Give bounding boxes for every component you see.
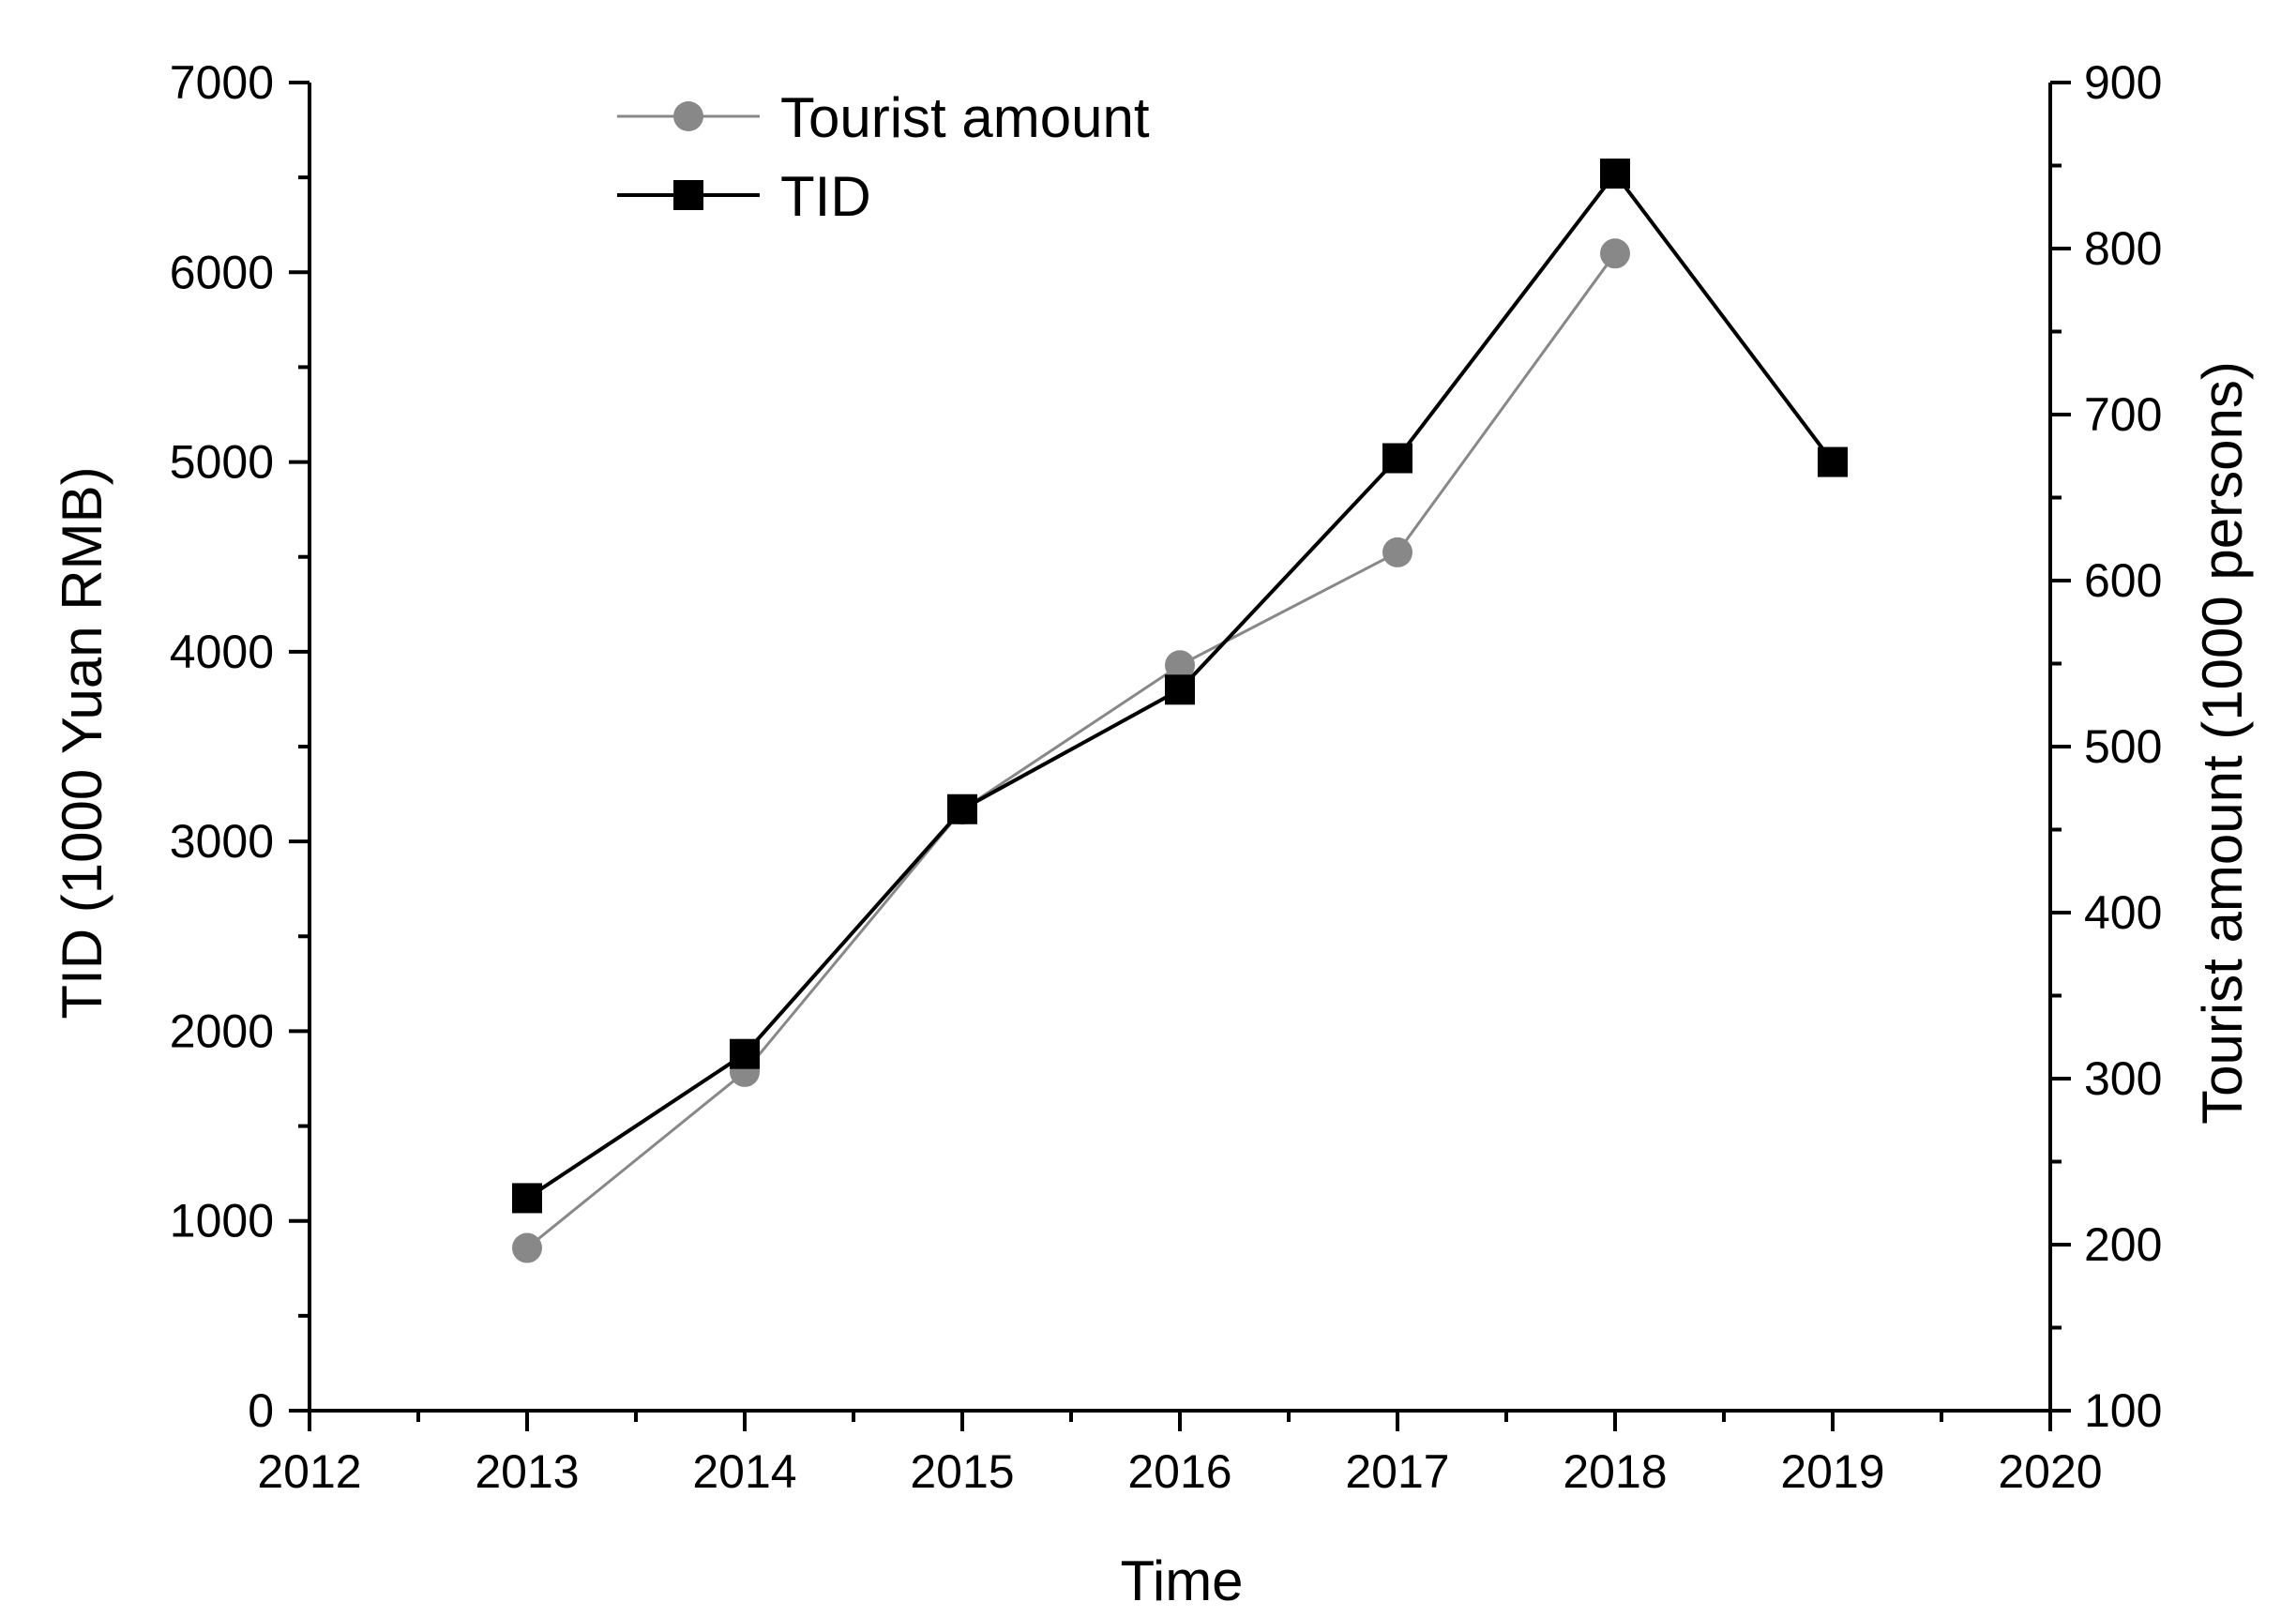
x-axis-title: Time xyxy=(1120,1549,1243,1612)
right-y-tick-label: 100 xyxy=(2084,1384,2162,1437)
x-tick-label: 2013 xyxy=(475,1445,579,1498)
left-y-tick-label: 7000 xyxy=(170,56,274,109)
plot-lines xyxy=(525,170,1835,1249)
data-point-tid xyxy=(1600,159,1630,189)
left-y-tick-label: 3000 xyxy=(170,815,274,868)
plot-marks xyxy=(512,159,1848,1263)
left-y-tick-label: 4000 xyxy=(170,626,274,678)
axes: 2012 2013 2014 2015 2016 2017 2018 2019 2020 0 100… xyxy=(170,56,2163,1498)
legend-marker-tid xyxy=(673,180,703,210)
data-point-tid xyxy=(512,1183,542,1214)
right-y-tick-label: 900 xyxy=(2084,56,2162,109)
data-point-tid xyxy=(1165,674,1195,705)
right-y-tick-label: 600 xyxy=(2084,554,2162,607)
right-y-tick-label: 400 xyxy=(2084,886,2162,939)
legend-label-tourist-amount: Tourist amount xyxy=(780,86,1150,149)
left-y-tick-label: 6000 xyxy=(170,246,274,298)
legend: Tourist amount TID xyxy=(617,86,1150,228)
right-axis-title: Tourist amount (1000 persons) xyxy=(2191,361,2254,1125)
data-point-tid xyxy=(730,1038,760,1069)
left-y-tick-label: 1000 xyxy=(170,1195,274,1247)
data-point-tourist-amount xyxy=(1165,650,1195,681)
data-point-tid xyxy=(1818,446,1848,477)
legend-label-tid: TID xyxy=(780,165,871,228)
right-y-tick-label: 200 xyxy=(2084,1218,2162,1271)
right-y-tick-label: 800 xyxy=(2084,222,2162,275)
left-y-tick-label: 2000 xyxy=(170,1005,274,1057)
left-y-tick-label: 0 xyxy=(248,1384,274,1437)
legend-marker-tourist-amount xyxy=(673,101,703,131)
legend-item-tid: TID xyxy=(617,165,871,228)
legend-item-tourist-amount: Tourist amount xyxy=(617,86,1150,149)
left-axis-title: TID (1000 Yuan RMB) xyxy=(51,466,113,1019)
x-tick-label: 2019 xyxy=(1780,1445,1884,1498)
right-y-tick-label: 500 xyxy=(2084,720,2162,773)
x-tick-label: 2020 xyxy=(1998,1445,2102,1498)
x-tick-label: 2018 xyxy=(1563,1445,1667,1498)
data-point-tourist-amount xyxy=(1382,536,1412,567)
x-tick-label: 2014 xyxy=(692,1445,796,1498)
x-tick-label: 2017 xyxy=(1345,1445,1449,1498)
x-tick-label: 2015 xyxy=(910,1445,1014,1498)
data-point-tid xyxy=(1382,443,1412,474)
x-tick-label: 2016 xyxy=(1127,1445,1231,1498)
series-line-tourist-amount xyxy=(526,252,1617,1249)
right-y-tick-label: 700 xyxy=(2084,388,2162,441)
data-point-tid xyxy=(947,793,977,824)
x-tick-label: 2012 xyxy=(257,1445,361,1498)
data-point-tourist-amount xyxy=(1600,238,1630,269)
left-y-tick-label: 5000 xyxy=(170,436,274,489)
right-y-tick-label: 300 xyxy=(2084,1052,2162,1105)
data-point-tourist-amount xyxy=(512,1232,542,1263)
